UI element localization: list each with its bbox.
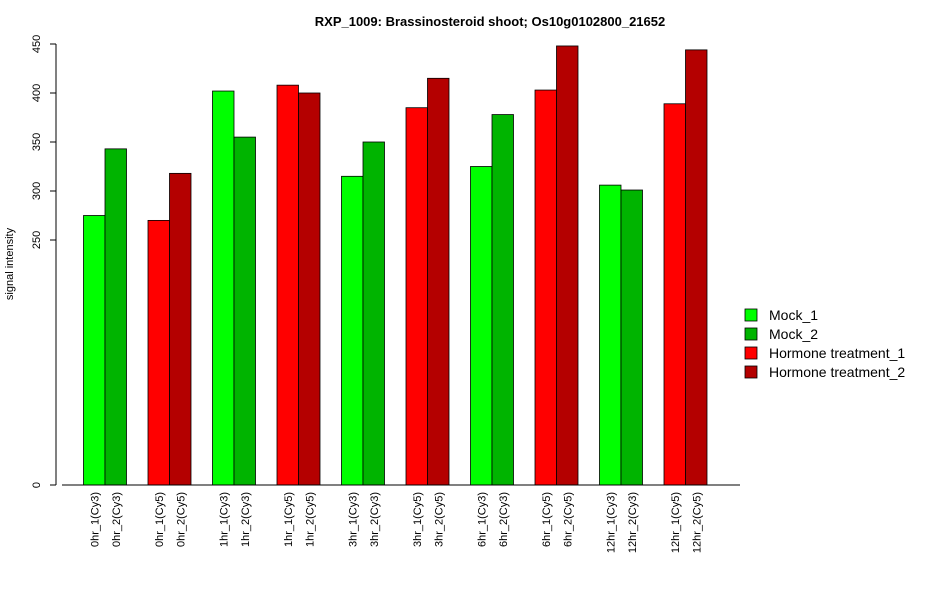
x-tick-label: 12hr_1(Cy5) [670, 492, 682, 553]
bar [427, 77, 450, 486]
bar [147, 219, 170, 486]
legend-label: Hormone treatment_2 [769, 364, 905, 380]
bar [169, 172, 192, 486]
bar [298, 92, 321, 486]
y-tick-label: 400 [31, 84, 43, 102]
chart-title: RXP_1009: Brassinosteroid shoot; Os10g01… [315, 14, 665, 29]
bar [470, 166, 493, 486]
legend-label: Mock_2 [769, 326, 818, 342]
bar [685, 49, 708, 486]
bar [83, 215, 106, 486]
x-tick-label: 12hr_1(Cy3) [605, 492, 617, 553]
bar [362, 141, 385, 486]
x-tick-label: 1hr_2(Cy3) [240, 492, 252, 547]
y-tick-label: 450 [31, 35, 43, 53]
bar [212, 90, 235, 486]
x-tick-label: 12hr_2(Cy5) [691, 492, 703, 553]
x-tick-label: 6hr_2(Cy5) [562, 492, 574, 547]
legend-swatch [744, 365, 758, 379]
x-tick-label: 1hr_2(Cy5) [304, 492, 316, 547]
bar [233, 136, 256, 486]
y-tick-label: 250 [31, 231, 43, 249]
y-axis: 0 250 300 350 400 450 [31, 35, 57, 488]
x-tick-label: 3hr_2(Cy5) [433, 492, 445, 547]
x-tick-label: 12hr_2(Cy3) [627, 492, 639, 553]
x-tick-label: 0hr_2(Cy3) [111, 492, 123, 547]
legend-swatch [744, 346, 758, 360]
x-tick-label: 1hr_1(Cy3) [218, 492, 230, 547]
x-tick-label: 6hr_2(Cy3) [498, 492, 510, 547]
x-tick-label: 6hr_1(Cy3) [476, 492, 488, 547]
legend-swatch [744, 308, 758, 322]
legend-label: Hormone treatment_1 [769, 345, 905, 361]
bar [491, 114, 514, 486]
x-tick-label: 0hr_1(Cy3) [89, 492, 101, 547]
x-tick-label: 3hr_1(Cy3) [347, 492, 359, 547]
x-tick-label: 3hr_1(Cy5) [412, 492, 424, 547]
y-tick-label: 0 [31, 482, 43, 488]
bar [104, 148, 127, 486]
bar [663, 103, 686, 486]
legend-label: Mock_1 [769, 307, 818, 323]
bar [341, 175, 364, 486]
legend: Mock_1 Mock_2 Hormone treatment_1 Hormone t… [744, 307, 905, 380]
x-tick-label: 0hr_1(Cy5) [154, 492, 166, 547]
y-axis-label: signal intensity [4, 227, 16, 300]
bar [276, 84, 299, 486]
bars-group [83, 45, 708, 486]
x-tick-labels: 0hr_1(Cy3) 0hr_2(Cy3) 0hr_1(Cy5) 0hr_2(Cy5)… [89, 492, 703, 553]
bar [599, 184, 622, 486]
x-tick-label: 0hr_2(Cy5) [175, 492, 187, 547]
x-tick-label: 1hr_1(Cy5) [283, 492, 295, 547]
legend-swatch [744, 327, 758, 341]
y-tick-label: 300 [31, 182, 43, 200]
y-tick-label: 350 [31, 133, 43, 151]
bar [534, 89, 557, 486]
x-tick-label: 3hr_2(Cy3) [369, 492, 381, 547]
bar [620, 189, 643, 486]
x-tick-label: 6hr_1(Cy5) [541, 492, 553, 547]
bar [556, 45, 579, 486]
bar [405, 107, 428, 486]
